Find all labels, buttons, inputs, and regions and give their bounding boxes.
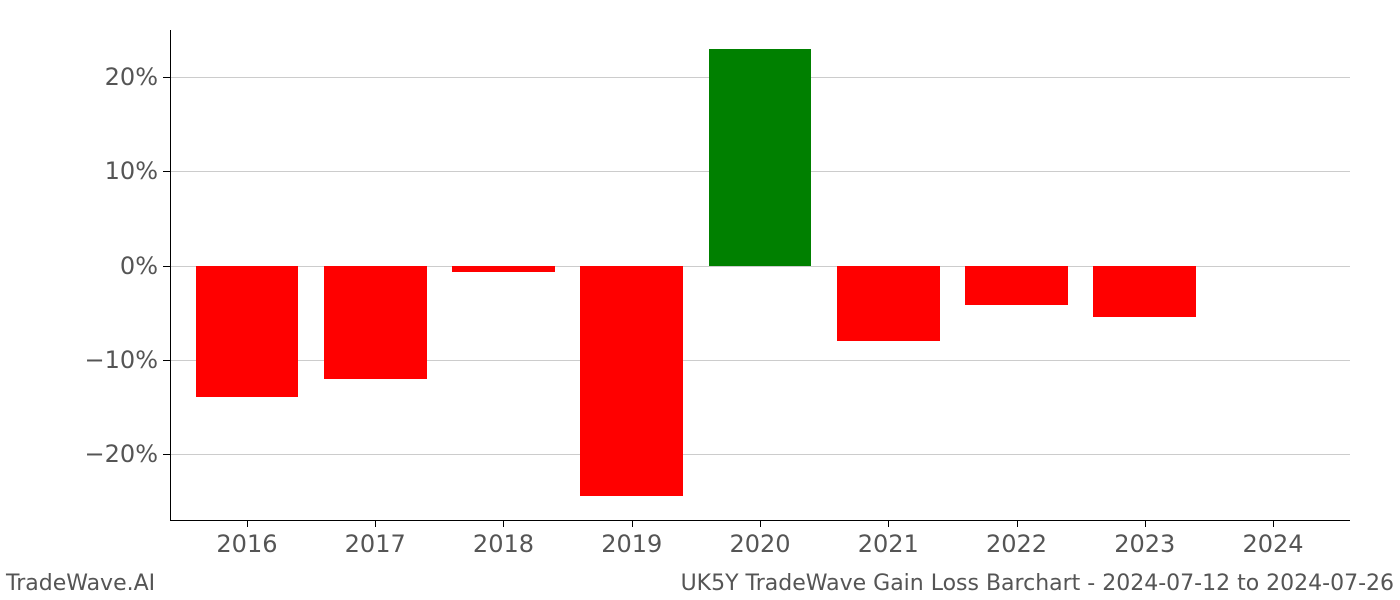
footer-right-label: UK5Y TradeWave Gain Loss Barchart - 2024… <box>681 571 1394 596</box>
bar <box>965 266 1068 306</box>
ytick-label: 10% <box>105 157 170 185</box>
footer-left-label: TradeWave.AI <box>6 571 155 596</box>
xtick-label: 2016 <box>216 520 277 558</box>
bar <box>709 49 812 266</box>
xtick-label: 2024 <box>1242 520 1303 558</box>
ytick-label: −10% <box>85 346 170 374</box>
grid-line <box>170 454 1350 455</box>
ytick-label: 20% <box>105 63 170 91</box>
xtick-label: 2017 <box>345 520 406 558</box>
xtick-label: 2018 <box>473 520 534 558</box>
ytick-label: 0% <box>120 252 170 280</box>
xtick-label: 2019 <box>601 520 662 558</box>
ytick-label: −20% <box>85 440 170 468</box>
bar <box>196 266 299 398</box>
plot-area: −20%−10%0%10%20%201620172018201920202021… <box>170 30 1350 520</box>
bar <box>580 266 683 497</box>
bar <box>324 266 427 379</box>
bar <box>837 266 940 341</box>
bar <box>452 266 555 273</box>
chart-container: −20% −10% 0% 10% 20% 2016 2017 2018 2019 2020 2021… <box>0 0 1400 600</box>
xtick-label: 2022 <box>986 520 1047 558</box>
xtick-label: 2020 <box>729 520 790 558</box>
xtick-label: 2023 <box>1114 520 1175 558</box>
xtick-label: 2021 <box>858 520 919 558</box>
y-axis-line <box>170 30 171 520</box>
bar <box>1093 266 1196 318</box>
